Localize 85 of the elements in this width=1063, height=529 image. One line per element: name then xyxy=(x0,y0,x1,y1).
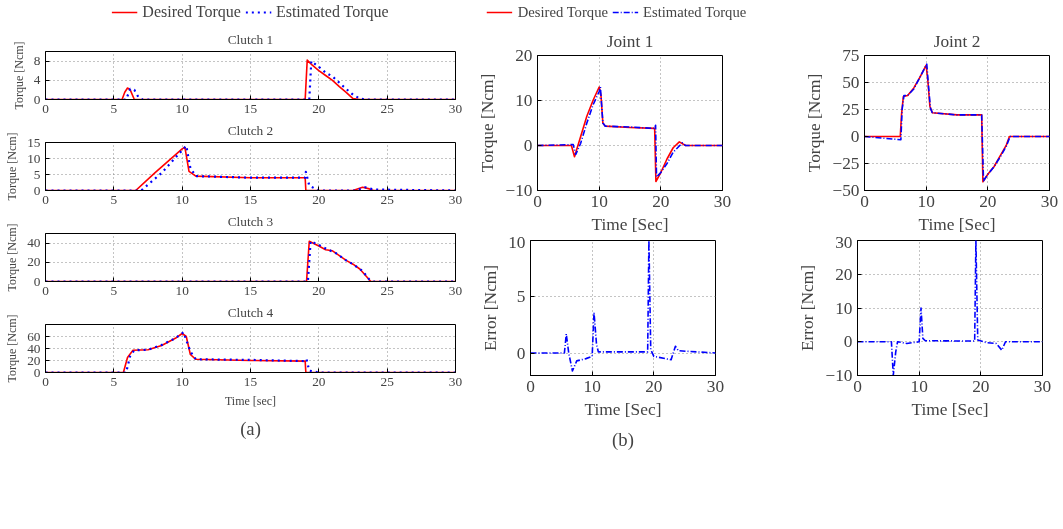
x-tick-label: 10 xyxy=(590,191,608,211)
chart-title: Clutch 1 xyxy=(227,31,274,47)
legend-label: Estimated Torque xyxy=(275,3,389,21)
y-tick-label: 10 xyxy=(835,298,853,318)
y-tick-label: 5 xyxy=(33,166,41,182)
x-tick-label: 30 xyxy=(706,376,725,396)
x-tick-label: 10 xyxy=(175,100,190,116)
chart-title: Joint 2 xyxy=(933,31,981,51)
x-tick-label: 25 xyxy=(380,282,395,298)
chart-title: Clutch 2 xyxy=(227,122,274,138)
x-axis-title: Time [Sec] xyxy=(911,399,989,419)
x-tick-label: 30 xyxy=(448,191,463,207)
x-tick-label: 20 xyxy=(645,376,663,396)
x-axis-title: Time [Sec] xyxy=(591,214,669,234)
y-tick-label: 20 xyxy=(27,254,41,270)
x-tick-label: 25 xyxy=(380,100,395,116)
y-tick-label: 0 xyxy=(843,332,853,352)
x-tick-label: 20 xyxy=(652,191,670,211)
x-tick-label: 5 xyxy=(110,100,118,116)
y-axis-title: Torque [Ncm] xyxy=(11,41,26,110)
x-tick-label: 20 xyxy=(979,191,997,211)
y-tick-label: −10 xyxy=(505,181,533,200)
y-tick-label: 15 xyxy=(27,134,41,150)
y-tick-label: 20 xyxy=(835,264,853,284)
x-tick-label: 25 xyxy=(380,191,395,207)
line-series xyxy=(857,240,1043,376)
y-axis-title: Torque [Ncm] xyxy=(5,132,20,201)
x-tick-label: 20 xyxy=(972,376,990,396)
legend-label: Desired Torque xyxy=(517,3,608,21)
x-tick-label: 30 xyxy=(1033,376,1052,396)
y-tick-label: 10 xyxy=(27,150,41,166)
x-tick-label: 20 xyxy=(312,282,326,298)
x-axis-title: Time [Sec] xyxy=(918,214,996,234)
x-tick-label: 15 xyxy=(243,100,258,116)
x-tick-label: 15 xyxy=(243,373,258,389)
x-tick-label: 20 xyxy=(312,100,326,116)
y-tick-label: 40 xyxy=(27,235,41,251)
chart-title: Clutch 4 xyxy=(227,304,274,320)
x-tick-label: 30 xyxy=(1040,191,1059,211)
x-tick-label: 5 xyxy=(110,373,118,389)
x-tick-label: 20 xyxy=(312,191,326,207)
y-tick-label: 75 xyxy=(842,46,860,65)
y-tick-label: 0 xyxy=(850,127,860,146)
chart-title: Clutch 3 xyxy=(227,213,274,229)
x-tick-label: 10 xyxy=(175,191,190,207)
y-tick-label: 30 xyxy=(835,232,853,252)
x-tick-label: 15 xyxy=(243,191,258,207)
text: (b) xyxy=(612,428,634,451)
y-tick-label: 8 xyxy=(33,53,41,69)
y-tick-label: 0 xyxy=(523,136,533,155)
x-tick-label: 30 xyxy=(448,282,463,298)
y-axis-title: Torque [Ncm] xyxy=(5,223,20,292)
x-tick-label: 20 xyxy=(312,373,326,389)
x-tick-label: 30 xyxy=(448,100,463,116)
x-tick-label: 10 xyxy=(583,376,601,396)
x-tick-label: 10 xyxy=(917,191,935,211)
chart-title: Joint 1 xyxy=(606,31,654,51)
y-tick-label: 50 xyxy=(842,73,860,92)
y-axis-title: Error [Ncm] xyxy=(481,264,501,352)
x-axis-title: Time [Sec] xyxy=(584,399,662,419)
x-tick-label: 5 xyxy=(110,191,118,207)
x-axis-title: Time [sec] xyxy=(224,393,277,408)
y-axis-title: Torque [Ncm] xyxy=(805,73,825,173)
x-tick-label: 15 xyxy=(243,282,258,298)
line-series xyxy=(530,240,716,372)
legend-label: Estimated Torque xyxy=(642,3,747,21)
x-tick-label: 10 xyxy=(175,373,190,389)
y-axis-title: Error [Ncm] xyxy=(798,264,818,352)
legend-label: Desired Torque xyxy=(142,3,241,21)
y-tick-label: 4 xyxy=(33,72,41,88)
y-tick-label: 20 xyxy=(515,46,533,65)
x-tick-label: 30 xyxy=(448,373,463,389)
y-tick-label: −10 xyxy=(825,366,853,385)
y-axis-title: Torque [Ncm] xyxy=(478,73,498,173)
x-tick-label: 5 xyxy=(110,282,118,298)
text: (a) xyxy=(240,417,261,440)
y-tick-label: −25 xyxy=(832,154,860,173)
x-tick-label: 10 xyxy=(175,282,190,298)
y-tick-label: −50 xyxy=(832,181,860,200)
y-tick-label: 0 xyxy=(516,343,526,363)
y-tick-label: 10 xyxy=(508,232,526,252)
x-tick-label: 30 xyxy=(713,191,732,211)
x-tick-label: 10 xyxy=(910,376,928,396)
x-tick-label: 25 xyxy=(380,373,395,389)
y-axis-title: Torque [Ncm] xyxy=(5,314,20,383)
